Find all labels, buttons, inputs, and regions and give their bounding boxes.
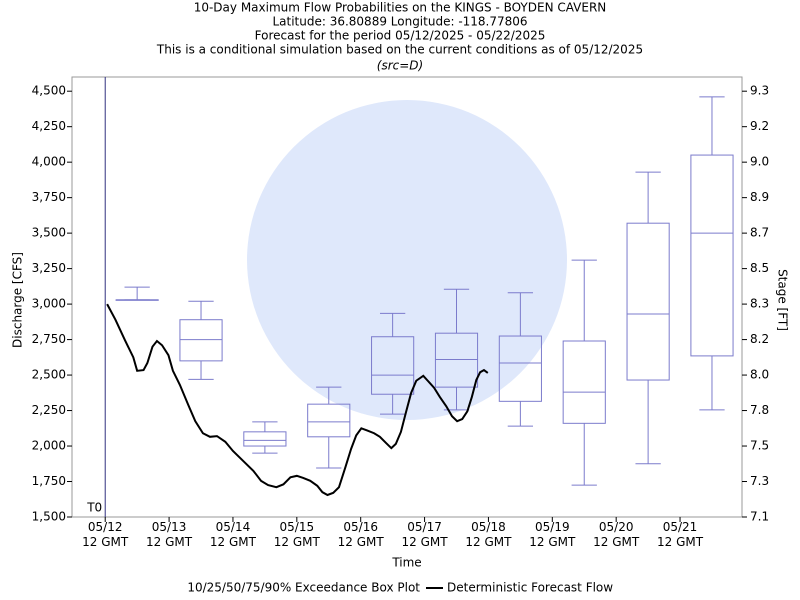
- y-tick-label: 3,500: [32, 226, 66, 240]
- y2-tick-label: 7.5: [750, 439, 769, 453]
- watermark: [247, 100, 567, 420]
- legend-label: 10/25/50/75/90% Exceedance Box Plot: [187, 581, 420, 595]
- x-tick-label: 05/20 12 GMT: [593, 520, 640, 549]
- legend-label: Deterministic Forecast Flow: [447, 581, 613, 595]
- t0-label: T0: [86, 501, 102, 515]
- box: [690, 154, 734, 357]
- box: [243, 431, 287, 447]
- x-tick-label: 05/19 12 GMT: [529, 520, 576, 549]
- subtitle: Latitude: 36.80889 Longitude: -118.77806: [272, 15, 527, 29]
- y2-tick-label: 7.8: [750, 403, 769, 417]
- y-axis-label: Discharge [CFS]: [11, 252, 25, 348]
- x-tick-label: 05/14 12 GMT: [209, 520, 256, 549]
- y2-tick-label: 8.0: [750, 368, 769, 382]
- y2-tick-label: 9.0: [750, 155, 769, 169]
- y-tick-label: 4,250: [32, 119, 66, 133]
- chart-title: 10-Day Maximum Flow Probabilities on the…: [194, 1, 607, 15]
- y2-tick-label: 7.1: [750, 510, 769, 524]
- subtitle: This is a conditional simulation based o…: [156, 43, 643, 57]
- y-tick-label: 1,750: [32, 474, 66, 488]
- box: [371, 336, 415, 395]
- y2-tick-label: 9.2: [750, 119, 769, 133]
- y2-tick-label: 7.3: [750, 474, 769, 488]
- box: [307, 403, 351, 438]
- y2-tick-label: 8.2: [750, 332, 769, 346]
- box: [434, 332, 479, 388]
- y2-tick-label: 8.7: [750, 226, 769, 240]
- box: [179, 319, 223, 362]
- x-tick-label: 05/17 12 GMT: [401, 520, 448, 549]
- plot-frame: [71, 76, 743, 518]
- y2-tick-label: 8.3: [750, 297, 769, 311]
- box: [626, 222, 670, 381]
- forecast-line: [106, 303, 489, 497]
- x-tick-label: 05/15 12 GMT: [273, 520, 320, 549]
- box: [562, 340, 606, 424]
- y2-axis-label: Stage [FT]: [776, 269, 790, 331]
- y2-tick-label: 8.5: [750, 261, 769, 275]
- y-tick-label: 3,750: [32, 190, 66, 204]
- x-tick-label: 05/12 12 GMT: [82, 520, 129, 549]
- x-tick-label: 05/16 12 GMT: [337, 520, 384, 549]
- x-tick-label: 05/21 12 GMT: [656, 520, 704, 549]
- y-tick-label: 2,250: [32, 403, 66, 417]
- y-tick-label: 2,500: [32, 368, 66, 382]
- y-tick-label: 2,000: [32, 439, 66, 453]
- x-axis-label: Time: [391, 556, 421, 570]
- y2-tick-label: 9.3: [750, 84, 769, 98]
- y-tick-label: 3,000: [32, 297, 66, 311]
- y-tick-label: 3,250: [32, 261, 66, 275]
- y-tick-label: 2,750: [32, 332, 66, 346]
- y-tick-label: 4,000: [32, 155, 66, 169]
- box: [498, 335, 542, 402]
- y-tick-label: 4,500: [32, 84, 66, 98]
- x-tick-label: 05/13 12 GMT: [146, 520, 193, 549]
- y2-tick-label: 8.9: [750, 190, 769, 204]
- x-tick-label: 05/18 12 GMT: [465, 520, 512, 549]
- subtitle: Forecast for the period 05/12/2025 - 05/…: [255, 29, 546, 43]
- y-tick-label: 1,500: [32, 510, 66, 524]
- subtitle: (src=D): [377, 59, 423, 73]
